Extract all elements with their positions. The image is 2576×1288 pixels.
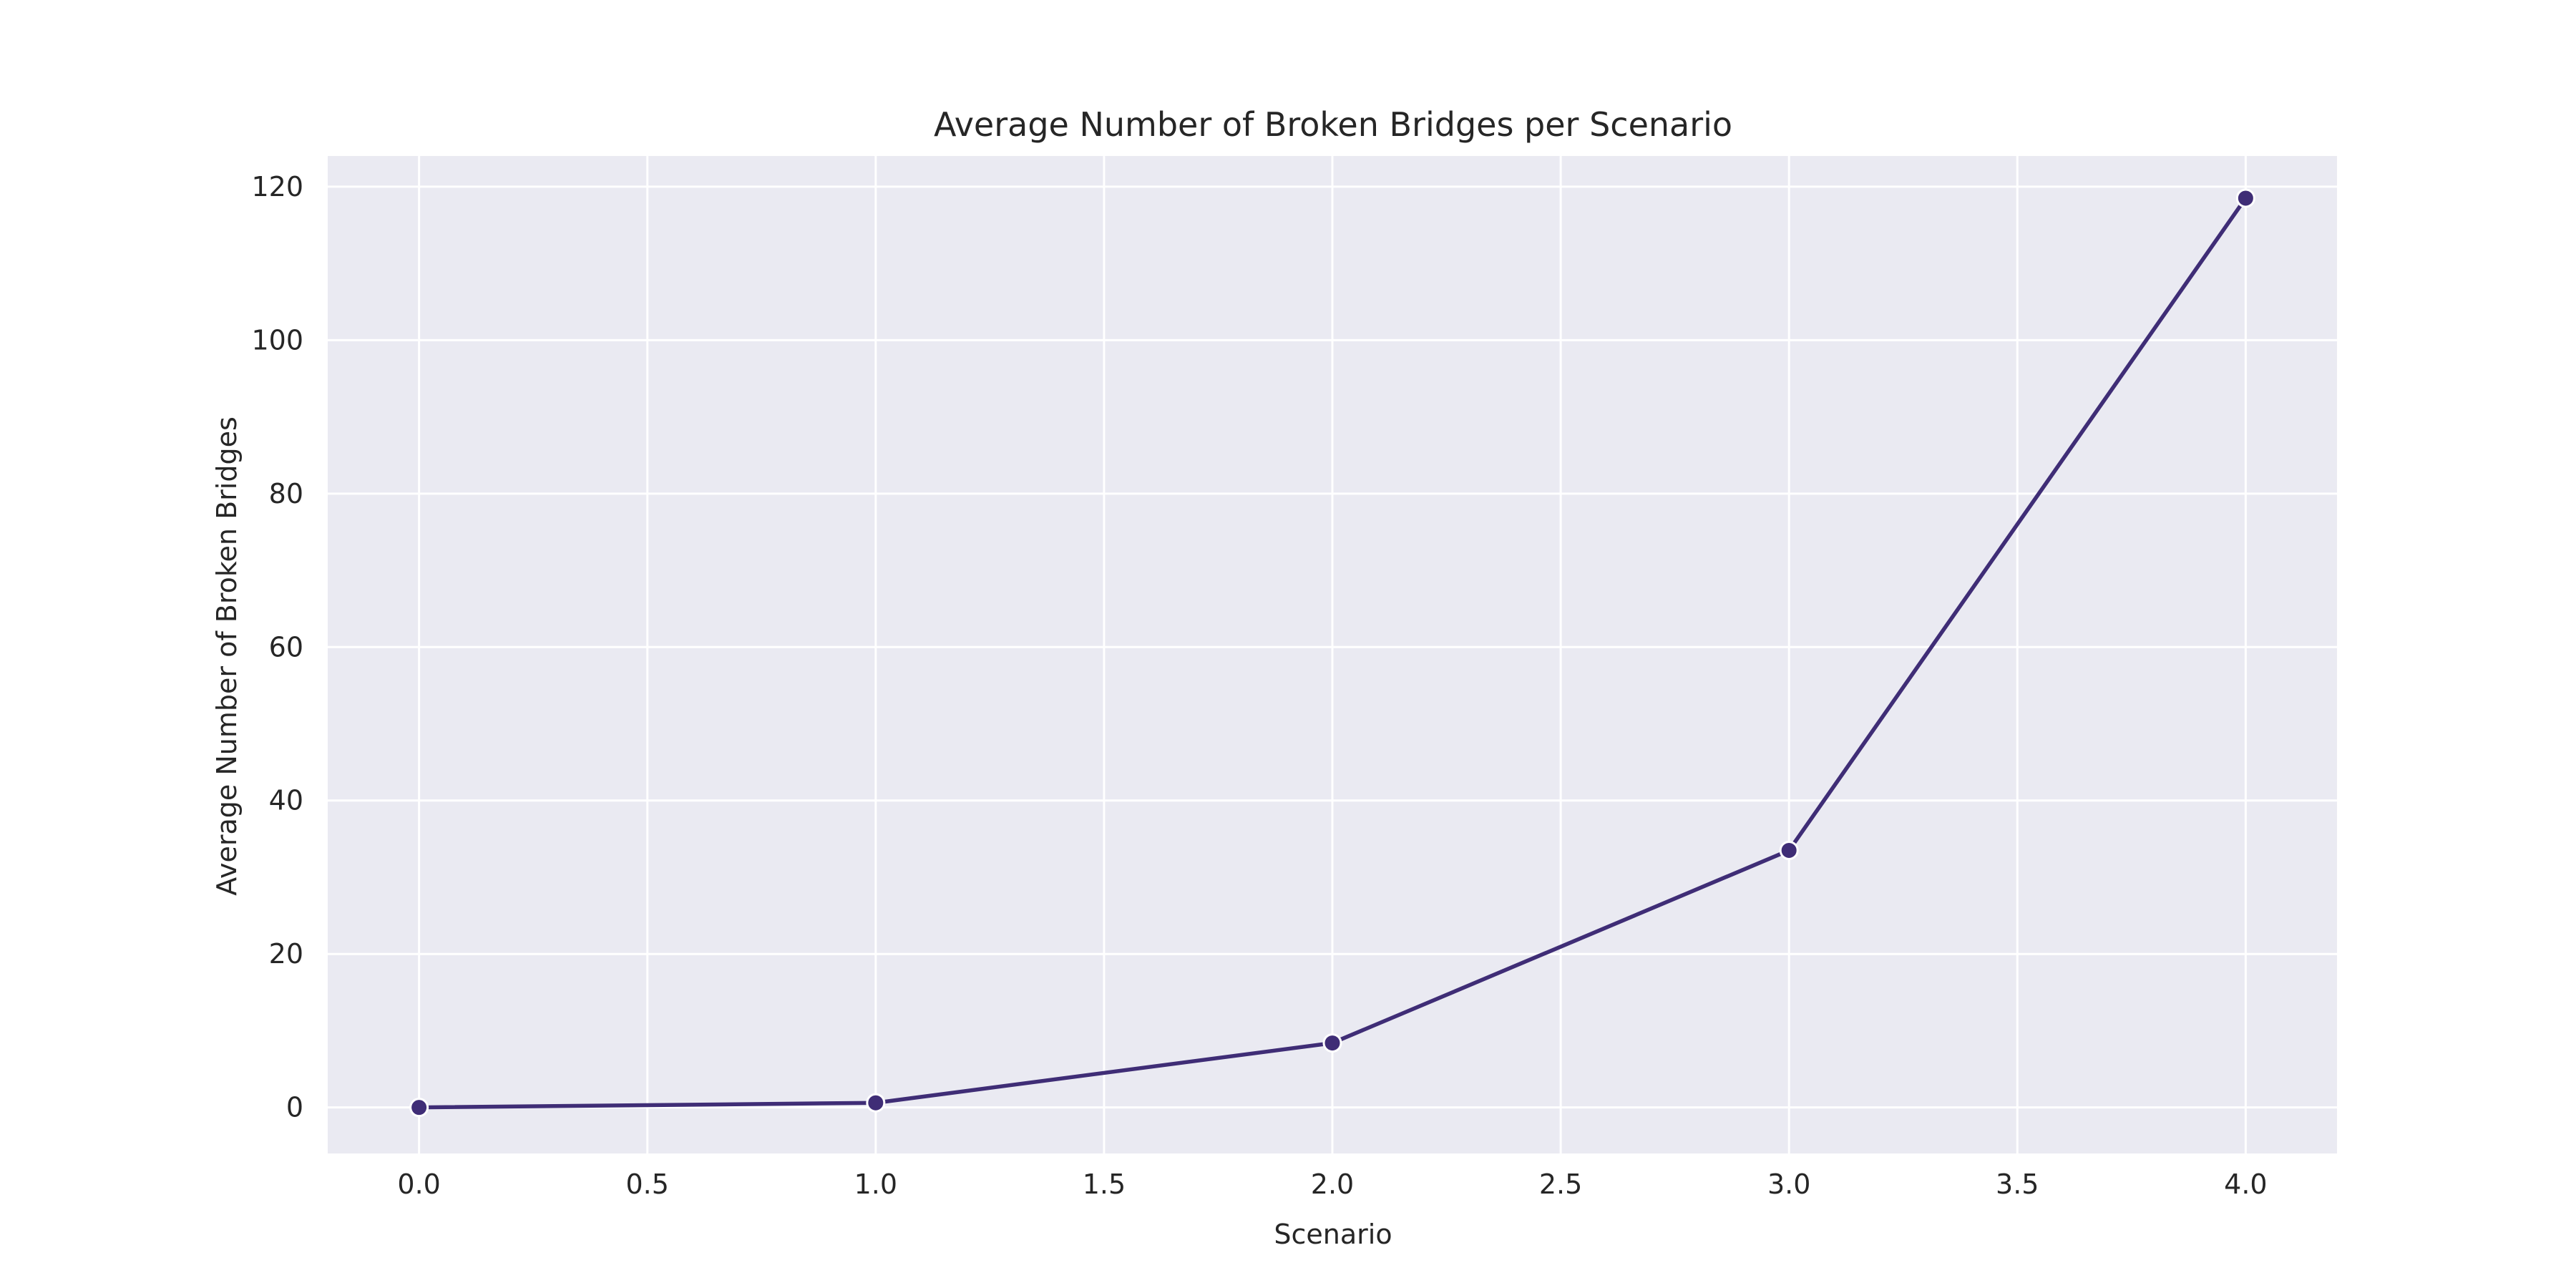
y-tick-label: 0 [286,1092,303,1123]
y-tick-label: 40 [269,785,303,816]
data-point [2235,188,2255,208]
data-point [409,1098,429,1118]
x-tick-label: 2.0 [1311,1169,1354,1200]
y-tick-label: 20 [269,938,303,970]
data-point [1779,840,1799,860]
x-tick-label: 1.0 [854,1169,897,1200]
x-tick-labels: 0.0 0.5 1.0 1.5 2.0 2.5 3.0 3.5 4.0 [397,1169,2267,1200]
x-tick-label: 3.0 [1767,1169,1810,1200]
x-tick-label: 4.0 [2224,1169,2267,1200]
data-point [866,1093,886,1113]
y-tick-label: 100 [251,324,303,356]
x-gridlines [418,156,2247,1153]
x-tick-label: 0.0 [397,1169,440,1200]
x-tick-label: 2.5 [1539,1169,1582,1200]
data-point [1322,1033,1342,1053]
y-tick-label: 60 [269,631,303,663]
series-layer [409,188,2255,1118]
y-tick-label: 80 [269,478,303,509]
x-tick-label: 1.5 [1083,1169,1126,1200]
y-tick-labels: 0 20 40 60 80 100 120 [251,171,303,1123]
y-gridlines [328,185,2337,1109]
chart-title: Average Number of Broken Bridges per Sce… [934,105,1732,144]
x-axis-label: Scenario [1274,1219,1392,1250]
y-tick-label: 120 [251,171,303,203]
x-tick-label: 3.5 [1996,1169,2039,1200]
x-tick-label: 0.5 [626,1169,669,1200]
y-axis-label: Average Number of Broken Bridges [211,416,243,896]
